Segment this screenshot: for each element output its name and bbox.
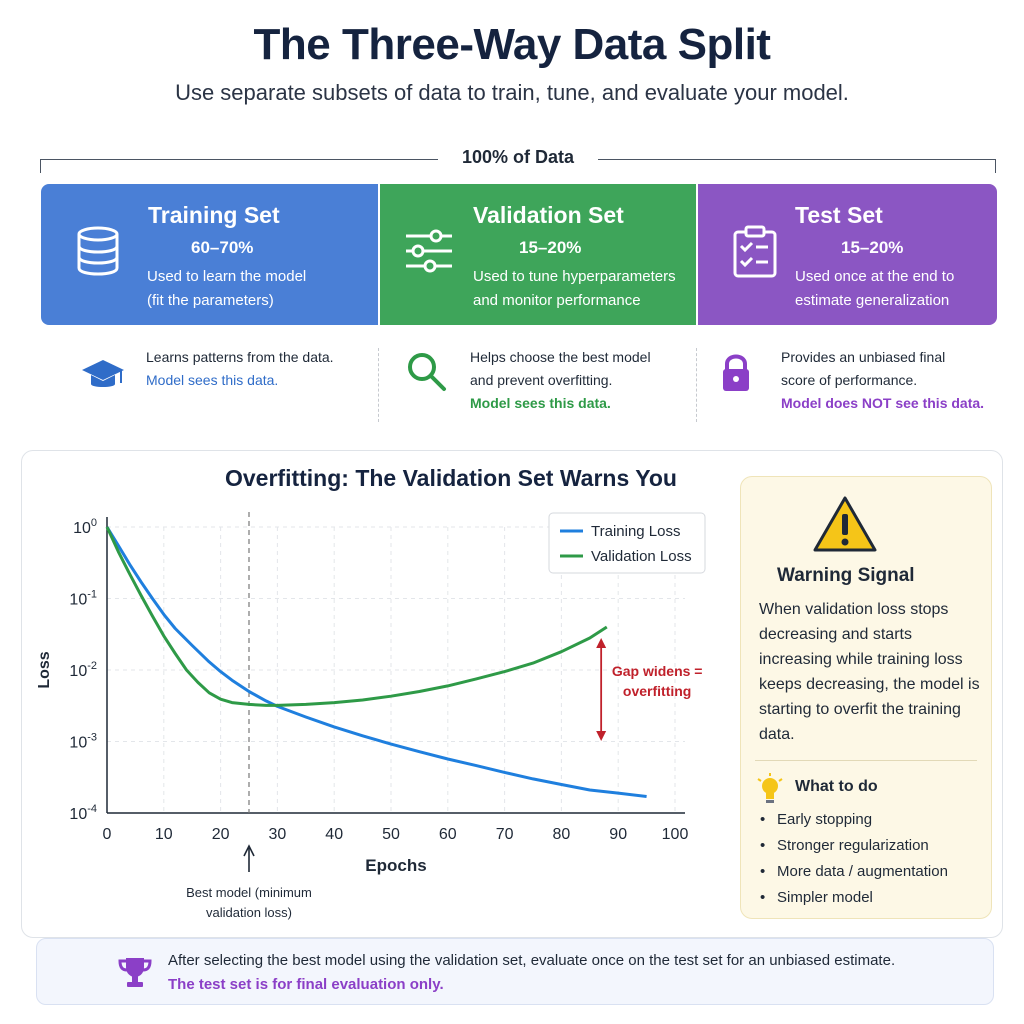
x-tick-label: 10 bbox=[155, 826, 173, 843]
set-notes: Learns patterns from the data. Model see… bbox=[41, 342, 997, 422]
y-axis-label: Loss bbox=[36, 651, 53, 688]
training-desc-line1: Used to learn the model bbox=[147, 268, 307, 285]
x-tick-label: 40 bbox=[325, 826, 343, 843]
validation-note-line2: and prevent overfitting. bbox=[470, 372, 613, 388]
legend-box bbox=[548, 512, 706, 574]
total-data-bracket: 100% of Data bbox=[40, 142, 996, 176]
what-to-do-title: What to do bbox=[795, 778, 878, 795]
validation-desc-line1: Used to tune hyperparameters bbox=[473, 268, 676, 285]
warning-text: When validation loss stops decreasing an… bbox=[759, 601, 980, 743]
training-set-percent: 60–70% bbox=[191, 238, 254, 257]
graduation-cap-icon bbox=[82, 360, 124, 387]
loss-chart: 0 10 20 30 40 50 60 70 80 90 100 100 10-1 10-2 10-3 10-… bbox=[36, 512, 706, 920]
y-tick-label: 10-3 bbox=[69, 732, 97, 752]
page-subtitle: Use separate subsets of data to train, t… bbox=[175, 80, 849, 105]
y-tick-label: 100 bbox=[73, 517, 97, 537]
test-note-strong: Model does NOT see this data. bbox=[781, 395, 985, 411]
training-desc-line2: (fit the parameters) bbox=[147, 292, 274, 309]
list-item: More data / augmentation bbox=[777, 859, 948, 885]
y-tick-label: 10-4 bbox=[69, 803, 97, 823]
training-set-block: Training Set 60–70% Used to learn the mo… bbox=[41, 184, 378, 325]
x-tick-label: 90 bbox=[609, 826, 627, 843]
x-tick-label: 0 bbox=[103, 826, 112, 843]
footer-callout: After selecting the best model using the… bbox=[36, 938, 994, 1005]
gap-arrow-head-up bbox=[596, 638, 607, 648]
test-set-description: Used once at the end to estimate general… bbox=[795, 265, 997, 313]
validation-note-line1: Helps choose the best model bbox=[470, 349, 651, 365]
list-item: Simpler model bbox=[777, 885, 948, 911]
clipboard-checklist-icon bbox=[733, 225, 777, 278]
list-item: Early stopping bbox=[777, 807, 948, 833]
x-tick-label: 50 bbox=[382, 826, 400, 843]
test-desc-line1: Used once at the end to bbox=[795, 268, 955, 285]
validation-set-description: Used to tune hyperparameters and monitor… bbox=[473, 265, 703, 313]
magnifier-icon bbox=[408, 353, 446, 391]
best-model-label: validation loss) bbox=[206, 905, 292, 920]
sliders-icon bbox=[406, 229, 452, 273]
best-model-label: Best model (minimum bbox=[186, 885, 312, 900]
warning-divider bbox=[755, 760, 977, 761]
y-tick-label: 10-1 bbox=[69, 589, 97, 609]
trophy-icon bbox=[118, 958, 152, 987]
legend-label: Training Loss bbox=[591, 523, 681, 540]
chart-title: Overfitting: The Validation Set Warns Yo… bbox=[225, 465, 677, 491]
training-note-strong: Model sees this data. bbox=[146, 372, 279, 388]
test-set-name: Test Set bbox=[795, 202, 883, 228]
validation-desc-line2: and monitor performance bbox=[473, 292, 641, 309]
training-set-name: Training Set bbox=[148, 202, 280, 228]
gap-label: overfitting bbox=[623, 683, 691, 699]
what-to-do-list: Early stopping Stronger regularization M… bbox=[777, 807, 948, 911]
database-icon bbox=[77, 226, 119, 276]
test-note-line2: score of performance. bbox=[781, 372, 918, 388]
warning-title: Warning Signal bbox=[777, 565, 915, 586]
training-set-description: Used to learn the model (fit the paramet… bbox=[147, 265, 377, 313]
validation-set-name: Validation Set bbox=[473, 202, 624, 228]
test-desc-line2: estimate generalization bbox=[795, 292, 950, 309]
x-tick-label: 20 bbox=[212, 826, 230, 843]
total-data-label: 100% of Data bbox=[461, 147, 575, 167]
validation-set-percent: 15–20% bbox=[519, 238, 582, 257]
data-split-bar: Training Set 60–70% Used to learn the mo… bbox=[41, 184, 997, 325]
training-note-line1: Learns patterns from the data. bbox=[146, 349, 334, 365]
warning-panel: Warning Signal When validation loss stop… bbox=[740, 476, 992, 919]
gap-label: Gap widens = bbox=[612, 663, 703, 679]
y-tick-label: 10-2 bbox=[69, 660, 97, 680]
legend-label: Validation Loss bbox=[591, 548, 692, 565]
x-tick-label: 100 bbox=[662, 826, 689, 843]
best-model-arrow-head bbox=[243, 844, 255, 857]
footer-text: After selecting the best model using the… bbox=[168, 952, 896, 969]
validation-set-block: Validation Set 15–20% Used to tune hyper… bbox=[378, 184, 696, 325]
list-item: Stronger regularization bbox=[777, 833, 948, 859]
test-set-percent: 15–20% bbox=[841, 238, 904, 257]
lock-icon bbox=[723, 354, 749, 391]
x-tick-label: 80 bbox=[553, 826, 571, 843]
gap-arrow-head-down bbox=[596, 731, 607, 741]
footer-strong: The test set is for final evaluation onl… bbox=[168, 976, 444, 993]
warning-triangle-icon bbox=[813, 496, 877, 552]
page-title: The Three-Way Data Split bbox=[253, 20, 771, 69]
x-tick-label: 30 bbox=[269, 826, 287, 843]
note-divider bbox=[378, 348, 379, 422]
x-tick-label: 60 bbox=[439, 826, 457, 843]
validation-note-strong: Model sees this data. bbox=[470, 395, 611, 411]
validation-loss-line bbox=[105, 526, 608, 707]
lightbulb-icon bbox=[757, 773, 783, 803]
test-set-block: Test Set 15–20% Used once at the end to … bbox=[696, 184, 997, 325]
x-tick-label: 70 bbox=[496, 826, 514, 843]
x-axis-label: Epochs bbox=[365, 856, 426, 875]
test-note-line1: Provides an unbiased final bbox=[781, 349, 946, 365]
note-divider bbox=[696, 348, 697, 422]
